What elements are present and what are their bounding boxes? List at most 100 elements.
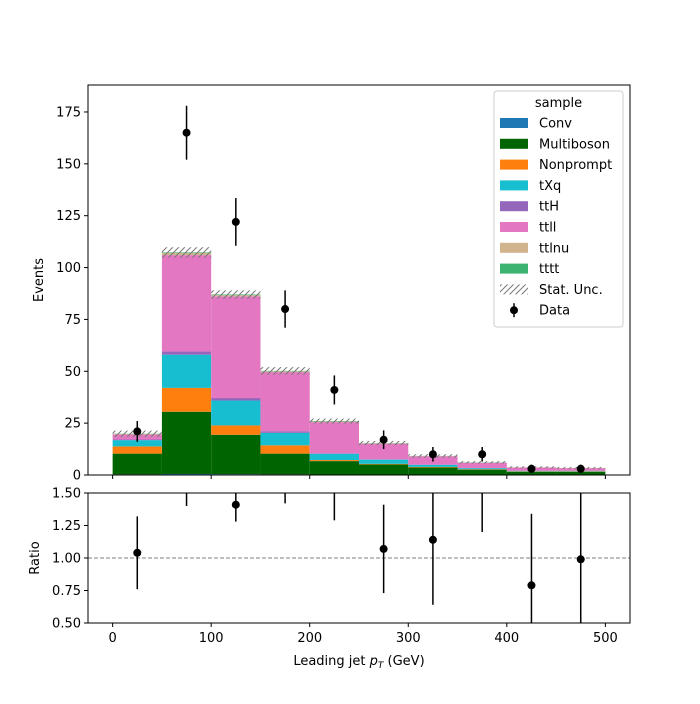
ratio-point-0: [133, 549, 141, 557]
main-y-tick-label-75: 75: [64, 313, 81, 328]
main-y-tick-label-100: 100: [56, 261, 81, 276]
legend-label-7: tttt: [539, 262, 559, 277]
bar-txq-5: [359, 460, 408, 464]
x-tick-label-400: 400: [494, 631, 519, 646]
bar-nonprompt-2: [211, 425, 260, 434]
bar-txq-6: [408, 465, 457, 467]
x-tick-label-0: 0: [108, 631, 116, 646]
bar-nonprompt-4: [310, 460, 359, 461]
legend-label-4: ttH: [539, 200, 559, 215]
legend-swatch-txq: [500, 180, 528, 190]
bar-txq-3: [260, 433, 309, 445]
legend-label-2: Nonprompt: [539, 158, 612, 173]
ratio-point-2: [232, 501, 240, 509]
legend-swatch-ttlnu: [500, 243, 528, 253]
legend-title: sample: [535, 96, 582, 111]
legend-swatch-conv: [500, 118, 528, 128]
stat-unc-band-3: [260, 367, 309, 374]
main-y-tick-label-125: 125: [56, 209, 81, 224]
x-tick-label-200: 200: [297, 631, 322, 646]
data-point-4: [330, 386, 338, 394]
legend-swatch-tth: [500, 201, 528, 211]
bar-txq-1: [162, 355, 211, 388]
legend: sample Conv Multiboson Nonprompt tXq ttH ttll t…: [494, 91, 623, 327]
ratio-point-5: [380, 545, 388, 553]
legend-label-8: Stat. Unc.: [539, 283, 603, 298]
ratio-point-8: [527, 581, 535, 589]
bar-tth-1: [162, 352, 211, 355]
bar-ttll-3: [260, 372, 309, 431]
bar-nonprompt-3: [260, 445, 309, 453]
bar-ttll-1: [162, 255, 211, 351]
ratio-y-tick-label-0.75: 0.75: [52, 584, 81, 599]
x-axis-label-main: Leading jet: [293, 654, 369, 669]
ratio-y-tick-label-1.25: 1.25: [52, 519, 81, 534]
legend-swatch-tttt: [500, 264, 528, 274]
bar-multiboson-6: [408, 468, 457, 475]
legend-swatch-nonprompt: [500, 160, 528, 170]
ratio-point-6: [429, 536, 437, 544]
ratio-point-9: [577, 555, 585, 563]
main-y-tick-label-0: 0: [73, 469, 81, 484]
bar-multiboson-4: [310, 461, 359, 474]
data-point-1: [183, 129, 191, 137]
data-point-0: [133, 427, 141, 435]
data-point-8: [527, 465, 535, 473]
legend-swatch-multiboson: [500, 139, 528, 149]
x-axis-label: Leading jet pT (GeV): [293, 654, 424, 671]
data-point-7: [478, 450, 486, 458]
bar-txq-2: [211, 401, 260, 426]
ratio-y-tick-label-1.00: 1.00: [52, 552, 81, 567]
ratio-y-axis-label: Ratio: [28, 541, 43, 574]
main-y-tick-label-50: 50: [64, 365, 81, 380]
legend-label-0: Conv: [539, 117, 572, 132]
legend-swatch-ttll: [500, 222, 528, 232]
stat-unc-band-1: [162, 247, 211, 257]
main-y-tick-label-25: 25: [64, 417, 81, 432]
data-point-3: [281, 305, 289, 313]
legend-swatch-stat-unc: [500, 284, 528, 294]
bar-multiboson-2: [211, 435, 260, 474]
bar-nonprompt-1: [162, 388, 211, 412]
legend-label-1: Multiboson: [539, 137, 610, 152]
legend-label-9: Data: [539, 304, 570, 319]
bar-nonprompt-0: [113, 446, 162, 453]
bar-nonprompt-6: [408, 467, 457, 468]
data-point-5: [380, 436, 388, 444]
stat-unc-band-4: [310, 419, 359, 424]
ratio-y-tick-label-0.50: 0.50: [52, 617, 81, 632]
legend-label-3: tXq: [539, 179, 561, 194]
legend-label-6: ttlnu: [539, 241, 569, 256]
bar-ttll-4: [310, 422, 359, 453]
x-axis-label-unit: (GeV): [383, 654, 424, 669]
legend-label-5: ttll: [539, 221, 556, 236]
bar-txq-4: [310, 454, 359, 460]
ratio-axes: 0.50 0.75 1.00 1.25 1.50 0 100 200 300 400 500: [52, 487, 630, 647]
main-y-tick-label-150: 150: [56, 157, 81, 172]
legend-data-marker: [510, 306, 518, 314]
data-point-2: [232, 218, 240, 226]
ratio-y-tick-label-1.50: 1.50: [52, 487, 81, 502]
x-tick-label-500: 500: [593, 631, 618, 646]
bar-tth-2: [211, 398, 260, 400]
main-y-tick-label-175: 175: [56, 105, 81, 120]
x-axis-label-p: p: [369, 654, 378, 669]
x-tick-label-100: 100: [199, 631, 224, 646]
bar-tth-3: [260, 431, 309, 433]
data-point-6: [429, 450, 437, 458]
x-tick-label-300: 300: [396, 631, 421, 646]
bar-multiboson-5: [359, 464, 408, 474]
bar-multiboson-3: [260, 454, 309, 475]
bar-multiboson-7: [458, 470, 507, 475]
bar-ttll-2: [211, 296, 260, 398]
bar-multiboson-1: [162, 412, 211, 474]
main-y-axis-label: Events: [32, 258, 47, 302]
bar-multiboson-0: [113, 454, 162, 475]
data-point-9: [577, 465, 585, 473]
bar-txq-7: [458, 468, 507, 469]
bar-nonprompt-5: [359, 464, 408, 465]
bar-tth-4: [310, 453, 359, 454]
stat-unc-band-2: [211, 290, 260, 298]
